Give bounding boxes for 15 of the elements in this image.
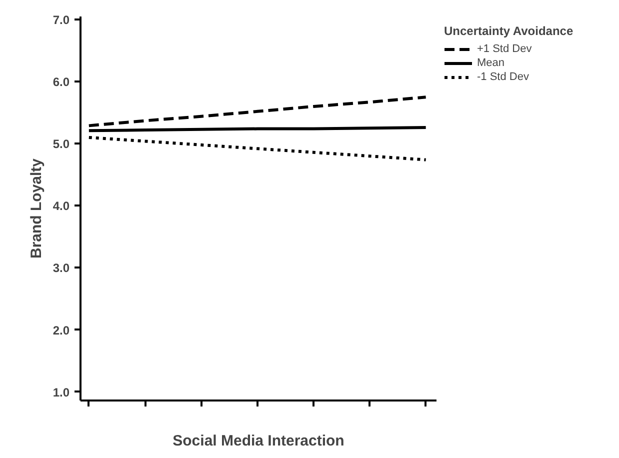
y-axis-title: Brand Loyalty bbox=[28, 158, 45, 259]
legend-label: -1 Std Dev bbox=[477, 71, 529, 83]
x-axis-title: Social Media Interaction bbox=[172, 432, 344, 450]
line-series bbox=[87, 136, 428, 162]
y-tick-label: 2.0 bbox=[52, 323, 70, 338]
y-tick-label: 5.0 bbox=[52, 137, 70, 152]
legend-label: Mean bbox=[477, 57, 505, 69]
y-tick-label: 1.0 bbox=[52, 385, 70, 400]
y-tick-label: 3.0 bbox=[52, 261, 70, 276]
y-tick-label: 4.0 bbox=[52, 199, 70, 214]
y-tick-label: 6.0 bbox=[52, 75, 70, 90]
legend-title: Uncertainty Avoidance bbox=[444, 24, 574, 38]
legend-label: +1 Std Dev bbox=[477, 43, 532, 55]
line-series bbox=[87, 96, 428, 128]
y-tick-label: 7.0 bbox=[52, 13, 70, 28]
